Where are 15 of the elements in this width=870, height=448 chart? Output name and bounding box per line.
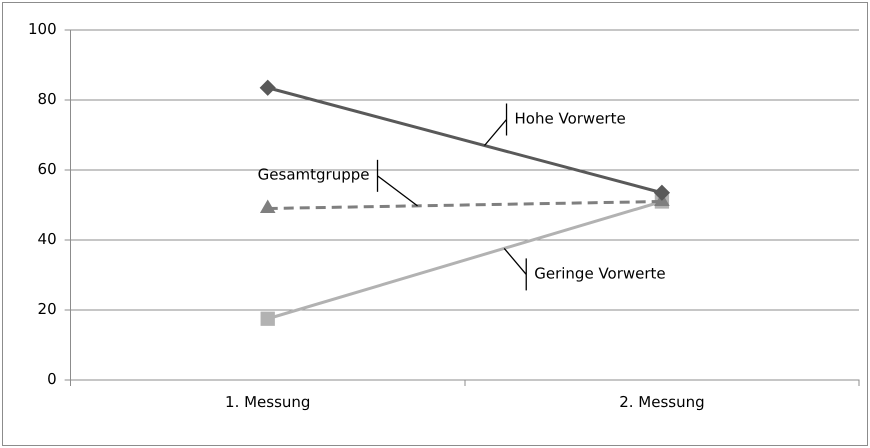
y-tick-label: 100 (28, 20, 57, 38)
x-tick-label: 2. Messung (619, 392, 705, 411)
point (260, 80, 276, 96)
y-tick-label: 60 (38, 160, 57, 178)
y-tick-label: 20 (38, 300, 57, 318)
series-label: Geringe Vorwerte (534, 264, 666, 282)
y-tick-label: 80 (38, 90, 57, 108)
point (654, 185, 670, 200)
point (261, 201, 274, 213)
x-tick-label: 1. Messung (225, 392, 310, 411)
series-label: Hohe Vorwerte (514, 109, 626, 128)
series-label: Gesamtgruppe (258, 166, 370, 184)
y-tick-label: 0 (47, 370, 57, 388)
point (260, 312, 275, 326)
y-tick-label: 40 (38, 230, 57, 248)
